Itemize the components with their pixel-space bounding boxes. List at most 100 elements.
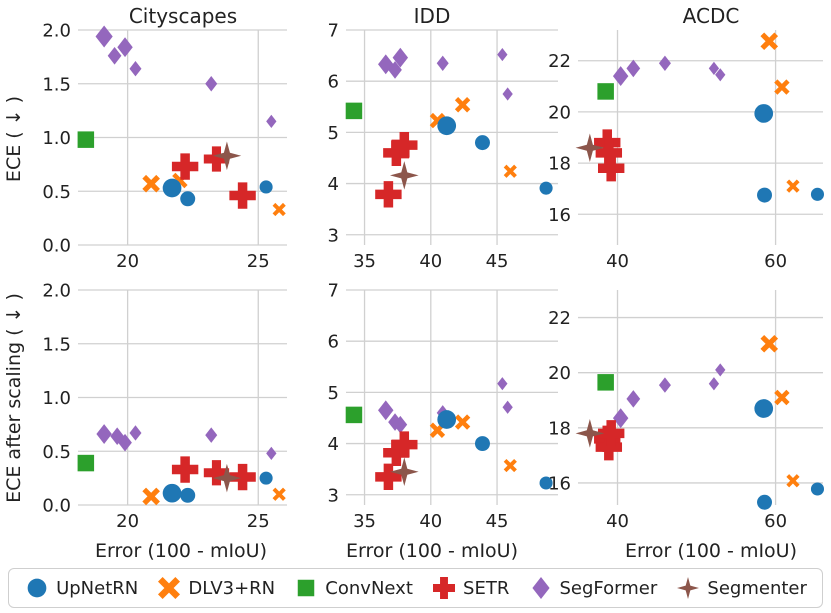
x-tick-label: 20	[116, 511, 139, 532]
data-point-segformer	[658, 377, 671, 393]
legend-label-upnetrn: UpNetRN	[56, 577, 139, 599]
data-point-segformer	[378, 400, 394, 421]
data-point-upnetrn	[757, 187, 772, 203]
plot-area-0: 20 25 0.0 0.5 1.0 1.5 2.0	[42, 21, 287, 272]
data-point-segformer	[708, 377, 720, 391]
legend-marker-segmenter	[677, 577, 700, 599]
data-point-upnetrn	[757, 494, 772, 510]
data-point-upnetrn	[474, 135, 490, 151]
data-point-dlv3rn	[503, 458, 517, 473]
legend-marker-convnext	[298, 579, 315, 597]
x-tick-label: 35	[353, 511, 376, 532]
data-point-segmenter	[390, 161, 419, 190]
plot-area-2: 40 60 16 18 20 22	[548, 30, 825, 272]
y-tick-label: 4	[328, 174, 339, 195]
legend-marker-segformer	[531, 577, 550, 599]
data-point-setr	[171, 456, 199, 483]
y-tick-label: 18	[548, 154, 571, 175]
data-point-upnetrn	[754, 104, 774, 123]
data-point-setr	[597, 155, 625, 182]
data-point-segformer	[388, 413, 402, 431]
x-tick-label: 20	[116, 251, 139, 272]
data-point-segformer	[715, 363, 726, 377]
y-tick-label: 20	[548, 102, 571, 123]
data-point-segformer	[626, 59, 641, 78]
data-point-setr	[597, 420, 625, 447]
legend-entry-segformer: SegFormer	[528, 575, 658, 601]
data-point-upnetrn	[180, 191, 196, 207]
legend-label-segformer: SegFormer	[559, 577, 658, 599]
data-point-segformer	[497, 377, 508, 391]
data-point-setr	[375, 181, 402, 208]
data-point-dlv3rn	[142, 487, 160, 506]
data-point-convnext	[345, 102, 363, 120]
y-tick-label: 0.5	[42, 182, 71, 203]
y-tick-label: 6	[328, 332, 339, 353]
y-tick-label: 1.0	[42, 388, 71, 409]
xlabel-error-idd: Error (100 - mIoU)	[346, 540, 518, 562]
data-point-setr	[203, 460, 230, 486]
data-point-dlv3rn	[760, 32, 779, 51]
legend: UpNetRN DLV3+RN ConvNext SETR SegFormer …	[8, 568, 823, 608]
data-point-segformer	[266, 446, 277, 460]
data-point-segformer	[205, 76, 218, 92]
data-point-segformer	[205, 427, 218, 443]
data-point-upnetrn	[539, 181, 553, 195]
data-point-upnetrn	[437, 410, 457, 429]
data-point-segformer	[95, 25, 113, 48]
legend-entry-convnext: ConvNext	[293, 575, 413, 601]
data-point-setr	[595, 433, 623, 461]
x-tick-label: 25	[247, 511, 270, 532]
y-tick-label: 16	[548, 205, 571, 226]
data-point-convnext	[77, 454, 95, 472]
data-point-segmenter	[212, 141, 242, 171]
data-point-setr	[595, 139, 623, 167]
data-point-upnetrn	[180, 487, 196, 503]
data-point-convnext	[597, 374, 614, 391]
data-point-dlv3rn	[760, 334, 779, 353]
data-point-setr	[229, 463, 256, 491]
panel-idd-ece: IDD	[414, 4, 451, 28]
y-tick-label: 7	[328, 281, 339, 302]
data-point-dlv3rn	[503, 164, 517, 178]
data-point-dlv3rn	[786, 474, 800, 488]
cross-x-icon	[158, 577, 181, 599]
legend-label-dlv3rn: DLV3+RN	[188, 577, 276, 599]
y-tick-label: 4	[328, 434, 339, 455]
data-point-upnetrn	[259, 180, 273, 194]
y-tick-label: 3	[328, 485, 339, 506]
circle-icon	[27, 578, 47, 598]
y-tick-label: 18	[548, 418, 571, 439]
data-point-upnetrn	[810, 187, 825, 201]
y-tick-label: 6	[328, 72, 339, 93]
data-point-setr	[229, 182, 256, 209]
data-point-segformer	[266, 114, 277, 128]
star-icon	[677, 577, 700, 599]
y-tick-label: 20	[548, 363, 571, 384]
square-icon	[298, 579, 315, 597]
y-tick-label: 5	[328, 383, 339, 404]
x-tick-label: 40	[419, 251, 442, 272]
legend-label-segmenter: Segmenter	[707, 577, 807, 599]
data-point-segformer	[96, 424, 112, 444]
y-tick-label: 3	[328, 225, 339, 246]
data-point-segformer	[129, 60, 142, 77]
diamond-icon	[531, 577, 550, 599]
data-point-upnetrn	[259, 471, 273, 485]
data-point-segmenter	[212, 463, 242, 493]
legend-label-setr: SETR	[463, 577, 510, 599]
y-tick-label: 2.0	[42, 21, 71, 42]
data-point-segformer	[436, 55, 449, 71]
y-tick-label: 1.0	[42, 128, 71, 149]
data-point-upnetrn	[162, 483, 182, 503]
title-idd: IDD	[414, 4, 451, 28]
x-tick-label: 25	[247, 251, 270, 272]
plot-area-5: 40 60 16 18 20 22	[548, 290, 825, 532]
plot-area-3: 20 25 0.0 0.5 1.0 1.5 2.0	[42, 281, 287, 532]
y-tick-label: 5	[328, 123, 339, 144]
panel-cityscapes-scaled: ECE after scaling ( ↓ ) Error (100 - mIo…	[3, 293, 267, 562]
data-point-segformer	[715, 68, 726, 82]
data-point-segformer	[392, 47, 409, 68]
